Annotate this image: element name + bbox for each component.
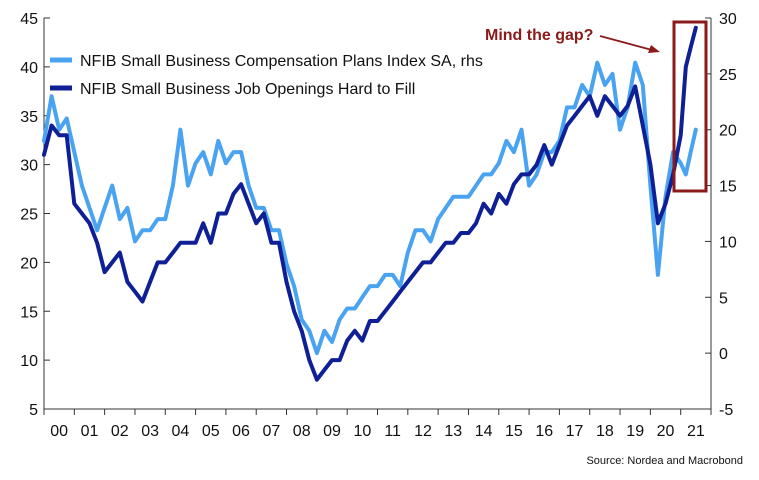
x-tick-label: 14 <box>475 423 493 440</box>
annotation: Mind the gap? <box>485 20 708 193</box>
y-left-tick-label: 40 <box>20 60 38 77</box>
x-tick-label: 12 <box>414 423 432 440</box>
annotation-highlight-box <box>672 20 708 193</box>
y-left-tick-label: 25 <box>20 207 38 224</box>
y-right-tick-label: 5 <box>719 290 728 307</box>
y-left-tick-label: 10 <box>20 353 38 370</box>
x-tick-label: 02 <box>111 423 129 440</box>
y-left-tick-label: 5 <box>29 402 38 419</box>
y-left-tick-label: 30 <box>20 158 38 175</box>
x-tick-label: 04 <box>172 423 190 440</box>
x-tick-label: 16 <box>535 423 553 440</box>
y-left-tick-label: 45 <box>20 11 38 28</box>
annotation-arrow-head <box>648 45 660 53</box>
y-right-tick-label: -5 <box>719 402 733 419</box>
legend-label-compensation-plans: NFIB Small Business Compensation Plans I… <box>80 53 483 70</box>
x-tick-label: 00 <box>50 423 68 440</box>
annotation-arrow-line <box>599 35 653 51</box>
x-tick-label: 08 <box>293 423 311 440</box>
x-tick-label: 15 <box>505 423 523 440</box>
source-note: Source: Nordea and Macrobond <box>586 455 743 467</box>
y-left-tick-label: 20 <box>20 255 38 272</box>
legend-label-job-openings: NFIB Small Business Job Openings Hard to… <box>80 81 415 98</box>
x-tick-label: 21 <box>687 423 705 440</box>
y-right-tick-label: 25 <box>719 67 737 84</box>
legend: NFIB Small Business Compensation Plans I… <box>50 53 483 98</box>
x-tick-label: 11 <box>384 423 401 440</box>
x-tick-label: 13 <box>444 423 462 440</box>
y-right-tick-label: 15 <box>719 179 737 196</box>
series-layer <box>42 25 698 382</box>
x-tick-label: 10 <box>353 423 371 440</box>
x-tick-label: 07 <box>262 423 280 440</box>
y-left-tick-label: 35 <box>20 109 38 126</box>
series-line-job-openings <box>42 25 698 382</box>
x-tick-label: 20 <box>657 423 675 440</box>
y-right-tick-label: 0 <box>719 346 728 363</box>
x-tick-label: 05 <box>202 423 220 440</box>
x-tick-label: 17 <box>566 423 584 440</box>
y-left-tick-label: 15 <box>20 304 38 321</box>
x-tick-label: 18 <box>596 423 614 440</box>
y-right-tick-label: 30 <box>719 11 737 28</box>
x-tick-label: 09 <box>323 423 341 440</box>
x-tick-label: 06 <box>232 423 250 440</box>
x-tick-label: 03 <box>141 423 159 440</box>
y-right-tick-label: 20 <box>719 123 737 140</box>
y-right-tick-label: 10 <box>719 234 737 251</box>
series-line-compensation-plans <box>42 60 698 356</box>
x-tick-label: 19 <box>626 423 644 440</box>
x-tick-label: 01 <box>81 423 99 440</box>
annotation-text: Mind the gap? <box>485 27 593 44</box>
